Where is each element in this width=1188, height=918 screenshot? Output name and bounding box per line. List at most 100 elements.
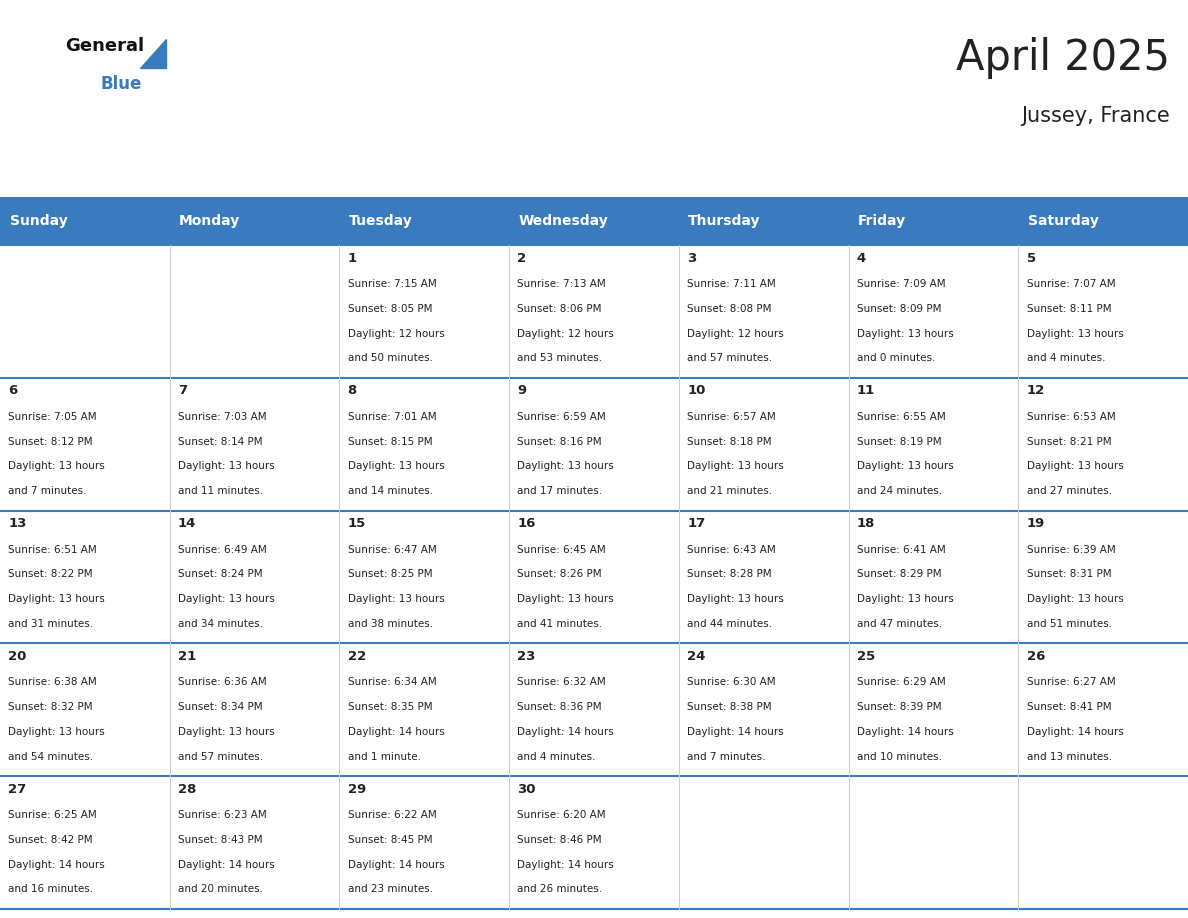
Bar bbox=[170, 197, 340, 245]
Text: Daylight: 13 hours: Daylight: 13 hours bbox=[348, 462, 444, 471]
Text: Sunrise: 7:09 AM: Sunrise: 7:09 AM bbox=[857, 279, 946, 289]
Text: Daylight: 14 hours: Daylight: 14 hours bbox=[178, 859, 274, 869]
Text: 16: 16 bbox=[518, 517, 536, 530]
Text: Sunrise: 6:43 AM: Sunrise: 6:43 AM bbox=[687, 544, 776, 554]
Text: and 16 minutes.: and 16 minutes. bbox=[8, 884, 94, 894]
Text: Daylight: 12 hours: Daylight: 12 hours bbox=[348, 329, 444, 339]
Text: Sunset: 8:24 PM: Sunset: 8:24 PM bbox=[178, 569, 263, 579]
Text: Daylight: 13 hours: Daylight: 13 hours bbox=[8, 594, 105, 604]
Bar bbox=[0, 245, 170, 378]
Text: 17: 17 bbox=[687, 517, 706, 530]
Text: Friday: Friday bbox=[858, 214, 906, 229]
Text: Sunset: 8:05 PM: Sunset: 8:05 PM bbox=[348, 304, 432, 314]
Text: Sunset: 8:16 PM: Sunset: 8:16 PM bbox=[518, 437, 602, 446]
Bar bbox=[1018, 510, 1188, 644]
Bar bbox=[0, 510, 170, 644]
Text: and 53 minutes.: and 53 minutes. bbox=[518, 353, 602, 364]
Text: Daylight: 13 hours: Daylight: 13 hours bbox=[348, 594, 444, 604]
Text: Sunrise: 6:27 AM: Sunrise: 6:27 AM bbox=[1026, 677, 1116, 688]
Text: and 14 minutes.: and 14 minutes. bbox=[348, 487, 432, 496]
Text: Daylight: 13 hours: Daylight: 13 hours bbox=[178, 462, 274, 471]
Bar bbox=[848, 776, 1018, 909]
Text: Daylight: 13 hours: Daylight: 13 hours bbox=[178, 727, 274, 737]
Text: Sunset: 8:25 PM: Sunset: 8:25 PM bbox=[348, 569, 432, 579]
Text: Sunrise: 6:53 AM: Sunrise: 6:53 AM bbox=[1026, 412, 1116, 421]
Text: Daylight: 14 hours: Daylight: 14 hours bbox=[8, 859, 105, 869]
Bar bbox=[678, 245, 848, 378]
Text: Sunset: 8:29 PM: Sunset: 8:29 PM bbox=[857, 569, 942, 579]
Text: and 34 minutes.: and 34 minutes. bbox=[178, 619, 264, 629]
Text: Daylight: 13 hours: Daylight: 13 hours bbox=[1026, 462, 1124, 471]
Text: 3: 3 bbox=[687, 252, 696, 264]
Text: Daylight: 14 hours: Daylight: 14 hours bbox=[857, 727, 954, 737]
Text: Sunrise: 6:20 AM: Sunrise: 6:20 AM bbox=[518, 810, 606, 820]
Text: 11: 11 bbox=[857, 385, 876, 397]
Text: 26: 26 bbox=[1026, 650, 1045, 663]
Text: Daylight: 14 hours: Daylight: 14 hours bbox=[687, 727, 784, 737]
Text: Sunset: 8:09 PM: Sunset: 8:09 PM bbox=[857, 304, 941, 314]
Text: Sunrise: 6:38 AM: Sunrise: 6:38 AM bbox=[8, 677, 97, 688]
Bar bbox=[678, 510, 848, 644]
Bar bbox=[340, 378, 510, 510]
Text: Daylight: 13 hours: Daylight: 13 hours bbox=[1026, 329, 1124, 339]
Text: and 50 minutes.: and 50 minutes. bbox=[348, 353, 432, 364]
Text: Sunset: 8:38 PM: Sunset: 8:38 PM bbox=[687, 702, 772, 712]
Text: Sunrise: 7:03 AM: Sunrise: 7:03 AM bbox=[178, 412, 266, 421]
Text: Daylight: 14 hours: Daylight: 14 hours bbox=[518, 727, 614, 737]
Text: Daylight: 13 hours: Daylight: 13 hours bbox=[518, 462, 614, 471]
Bar bbox=[340, 644, 510, 776]
Text: Sunrise: 6:30 AM: Sunrise: 6:30 AM bbox=[687, 677, 776, 688]
Text: Wednesday: Wednesday bbox=[519, 214, 608, 229]
Text: Sunrise: 6:45 AM: Sunrise: 6:45 AM bbox=[518, 544, 606, 554]
Bar bbox=[510, 644, 678, 776]
Bar bbox=[0, 378, 170, 510]
Text: 21: 21 bbox=[178, 650, 196, 663]
Bar bbox=[678, 644, 848, 776]
Text: 19: 19 bbox=[1026, 517, 1045, 530]
Text: Sunset: 8:35 PM: Sunset: 8:35 PM bbox=[348, 702, 432, 712]
Text: and 24 minutes.: and 24 minutes. bbox=[857, 487, 942, 496]
Text: Sunset: 8:36 PM: Sunset: 8:36 PM bbox=[518, 702, 602, 712]
Text: Sunset: 8:12 PM: Sunset: 8:12 PM bbox=[8, 437, 93, 446]
Text: and 54 minutes.: and 54 minutes. bbox=[8, 752, 94, 762]
Bar bbox=[848, 510, 1018, 644]
Text: Daylight: 12 hours: Daylight: 12 hours bbox=[518, 329, 614, 339]
Text: Sunset: 8:26 PM: Sunset: 8:26 PM bbox=[518, 569, 602, 579]
Text: Sunset: 8:42 PM: Sunset: 8:42 PM bbox=[8, 834, 93, 845]
Text: and 31 minutes.: and 31 minutes. bbox=[8, 619, 94, 629]
Text: Daylight: 13 hours: Daylight: 13 hours bbox=[1026, 594, 1124, 604]
Text: Sunrise: 6:41 AM: Sunrise: 6:41 AM bbox=[857, 544, 946, 554]
Text: 4: 4 bbox=[857, 252, 866, 264]
Text: Daylight: 14 hours: Daylight: 14 hours bbox=[348, 727, 444, 737]
Text: 12: 12 bbox=[1026, 385, 1045, 397]
Text: Sunrise: 6:39 AM: Sunrise: 6:39 AM bbox=[1026, 544, 1116, 554]
Text: Daylight: 13 hours: Daylight: 13 hours bbox=[8, 727, 105, 737]
Bar bbox=[170, 378, 340, 510]
Text: and 1 minute.: and 1 minute. bbox=[348, 752, 421, 762]
Bar bbox=[510, 378, 678, 510]
Text: Sunset: 8:21 PM: Sunset: 8:21 PM bbox=[1026, 437, 1111, 446]
Text: Daylight: 13 hours: Daylight: 13 hours bbox=[857, 462, 954, 471]
Text: Sunset: 8:19 PM: Sunset: 8:19 PM bbox=[857, 437, 942, 446]
Text: Sunset: 8:32 PM: Sunset: 8:32 PM bbox=[8, 702, 93, 712]
Bar bbox=[0, 776, 170, 909]
Text: Daylight: 14 hours: Daylight: 14 hours bbox=[518, 859, 614, 869]
Text: and 17 minutes.: and 17 minutes. bbox=[518, 487, 602, 496]
Text: Daylight: 13 hours: Daylight: 13 hours bbox=[857, 329, 954, 339]
Bar bbox=[510, 776, 678, 909]
Text: 25: 25 bbox=[857, 650, 876, 663]
Bar bbox=[1018, 197, 1188, 245]
Text: 30: 30 bbox=[518, 782, 536, 796]
Text: and 26 minutes.: and 26 minutes. bbox=[518, 884, 602, 894]
Text: Sunrise: 6:47 AM: Sunrise: 6:47 AM bbox=[348, 544, 436, 554]
Text: 28: 28 bbox=[178, 782, 196, 796]
Bar bbox=[510, 510, 678, 644]
Text: Sunrise: 6:25 AM: Sunrise: 6:25 AM bbox=[8, 810, 97, 820]
Text: Sunrise: 6:29 AM: Sunrise: 6:29 AM bbox=[857, 677, 946, 688]
Bar bbox=[170, 245, 340, 378]
Text: Sunset: 8:31 PM: Sunset: 8:31 PM bbox=[1026, 569, 1111, 579]
Text: Sunrise: 6:55 AM: Sunrise: 6:55 AM bbox=[857, 412, 946, 421]
Text: Sunday: Sunday bbox=[10, 214, 68, 229]
Text: Daylight: 13 hours: Daylight: 13 hours bbox=[687, 594, 784, 604]
Bar bbox=[170, 776, 340, 909]
